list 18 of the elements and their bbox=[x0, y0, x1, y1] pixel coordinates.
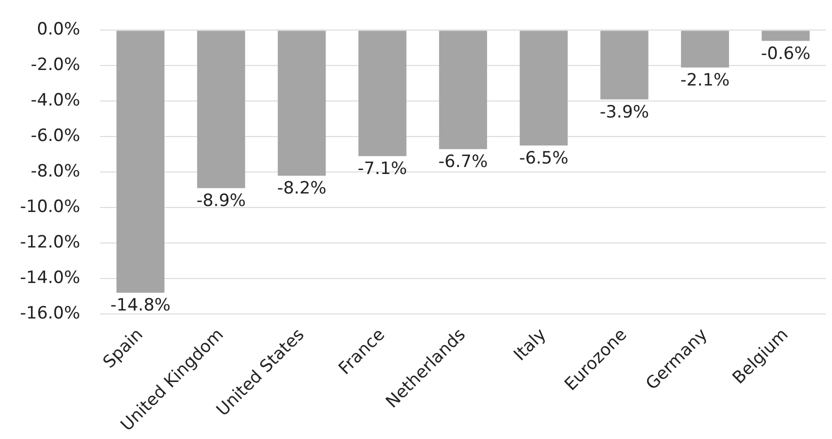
data-label: -6.7% bbox=[438, 152, 488, 172]
data-label: -8.9% bbox=[196, 191, 246, 212]
data-label: -7.1% bbox=[358, 159, 408, 180]
y-tick-label: 0.0% bbox=[36, 20, 80, 40]
y-tick-label: -10.0% bbox=[20, 197, 80, 218]
y-tick-label: -12.0% bbox=[20, 232, 80, 253]
y-tick-label: -6.0% bbox=[30, 126, 80, 146]
y-tick-label: -2.0% bbox=[30, 55, 80, 76]
y-tick-label: -8.0% bbox=[30, 162, 80, 182]
data-label: -14.8% bbox=[110, 296, 171, 316]
y-tick-label: -14.0% bbox=[20, 268, 80, 288]
data-label: -6.5% bbox=[519, 148, 568, 168]
data-label: -2.1% bbox=[680, 70, 730, 90]
y-tick-label: -4.0% bbox=[30, 90, 80, 111]
data-label: -8.2% bbox=[277, 178, 326, 199]
data-label: -3.9% bbox=[600, 102, 650, 122]
y-tick-label: -16.0% bbox=[20, 304, 80, 324]
data-label: -0.6% bbox=[761, 44, 810, 64]
